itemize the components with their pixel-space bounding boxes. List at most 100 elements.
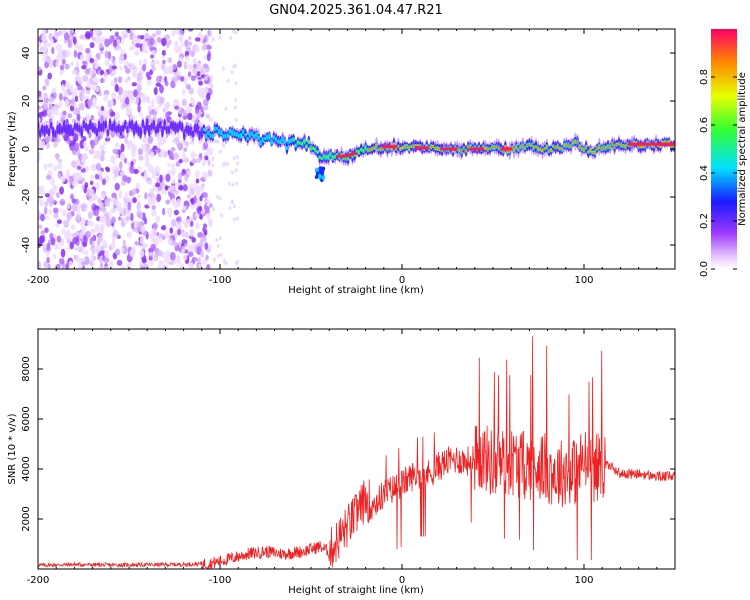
spectrogram-cell [43,92,48,100]
spectrogram-cell [165,199,171,205]
spectrogram-cell [355,149,359,153]
spectrogram-cell [62,110,67,116]
spectrogram-cell [151,210,157,217]
spectrogram-cell [226,161,230,166]
spectrogram-cell [190,203,196,209]
spectrogram-cell [80,126,84,138]
spectrogram-cell [204,242,209,250]
spectrogram-cell [60,125,64,134]
spectrogram-cell [182,219,188,226]
spectrogram-cell [69,241,74,250]
spectrogram-cell [103,140,108,146]
spectrogram-cell [407,147,411,150]
spectrogram-cell [161,225,167,231]
spectrogram-cell [486,148,490,151]
spectrogram-cell [181,108,185,114]
spectrogram-cell [38,224,43,230]
spectrogram-cell [194,213,201,218]
spectrogram-cell [235,181,239,186]
spectrogram-cell [47,195,54,203]
x-tick-label: 100 [574,275,593,286]
spectrogram-cell [76,246,80,252]
spectrogram-cell [119,161,123,170]
spectrogram-cell [94,223,100,233]
spectrogram-cell [149,187,155,197]
spectrogram-cell [89,68,94,76]
spectrogram-cell [130,212,134,222]
spectrogram-cell [169,251,176,261]
spectrogram-cell [42,101,49,109]
spectrogram-cell [121,30,128,36]
spectrogram-cell [44,215,50,221]
spectrogram-cell [206,53,211,62]
spectrogram-cell [381,147,385,150]
spectrogram-cell [597,146,601,148]
spectrogram-cell [99,69,105,75]
y-tick-label: 4000 [21,456,32,481]
spectrogram-cell [45,55,51,64]
spectrogram-cell [115,248,121,256]
spectrogram-cell [112,39,118,48]
spectrogram-cell [83,256,90,266]
spectrogram-cell [38,139,43,148]
spectrogram-cell [66,212,72,221]
spectrogram-cell [396,145,400,148]
spectrogram-cell [392,143,396,146]
spectrogram-cell [204,133,208,140]
spectrogram-cell [208,203,213,208]
spectrogram-cell [170,184,176,193]
spectrogram-cell [53,244,60,250]
spectrogram-cell [197,263,203,269]
spectrogram-cell [73,254,78,261]
spectrogram-cell [525,144,529,147]
spectrogram-cell [215,237,219,242]
spectrogram-cell [300,142,304,146]
spectrogram-cell [104,38,110,48]
spectrogram-cell [621,145,625,147]
spectrogram-cell [100,78,104,84]
spectrogram-cell [58,258,65,265]
spectrogram-cell [165,125,169,135]
spectrogram-cell [120,97,124,105]
spectrogram-cell [170,80,176,89]
spectrogram-cell [231,182,235,187]
spectrogram-cell [122,239,127,249]
spectrogram-cell [194,37,201,42]
spectrogram-cell [119,265,126,269]
spectrogram-cell [43,261,48,268]
spectrogram-cell [272,135,276,140]
spectrogram-cell [168,261,174,266]
spectrogram-cell [412,145,416,148]
spectrogram-cell [147,135,154,144]
spectrogram-cell [659,145,662,147]
spectrogram-cell [137,86,141,96]
spectrogram-cell [76,165,82,170]
y-tick-label: 0 [21,146,32,152]
spectrogram-cell [541,149,544,152]
spectrogram-cell [84,122,88,131]
spectrogram-cell [130,119,134,131]
spectrogram-cell [203,103,209,111]
spectrogram-cell [101,205,106,213]
spectrogram-cell [229,36,233,41]
spectrogram-cell [624,145,627,148]
snr-line [38,336,675,569]
spectrogram-cell [75,60,80,70]
spectrogram-cell [279,139,282,145]
spectrogram-cell [38,185,45,191]
spectrogram-cell [234,81,238,86]
spectrogram-cell [205,198,211,204]
spectrogram-cell [156,122,160,134]
spectrogram-cell [51,46,55,55]
spectrogram-cell [228,206,232,211]
spectrogram-cell [329,152,333,156]
spectrogram-cell [128,93,133,101]
spectrogram-cell [94,208,99,217]
spectrogram-cell [60,175,66,183]
spectrogram-cell [69,84,74,93]
spectrogram-cell [514,146,518,148]
spectrogram-cell [163,76,168,83]
spectrogram-cell [222,133,226,139]
spectrogram-cell [118,190,123,200]
spectrogram-cell [38,65,42,72]
